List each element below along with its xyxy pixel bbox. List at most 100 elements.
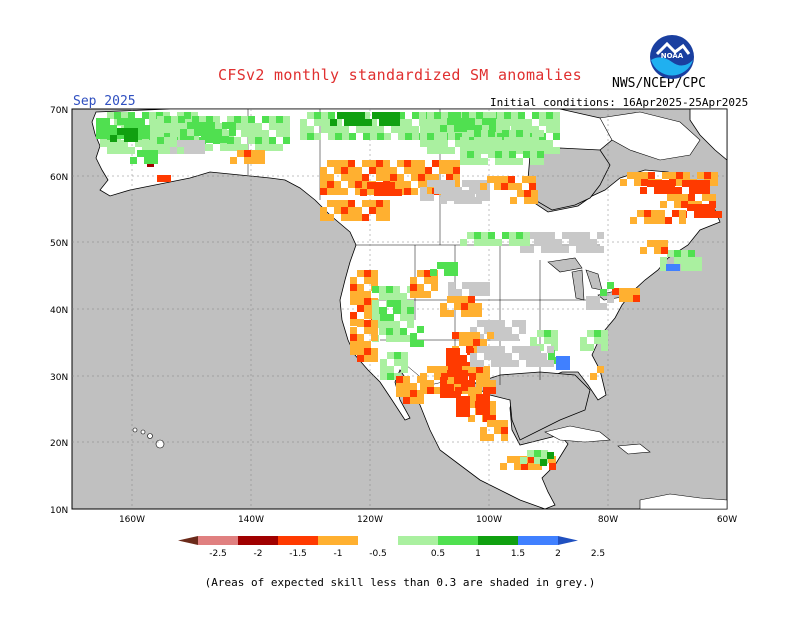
anomaly-cell xyxy=(170,140,177,147)
anomaly-cell xyxy=(551,344,558,351)
anomaly-cell xyxy=(191,147,198,154)
anomaly-cell xyxy=(410,284,417,291)
anomaly-cell xyxy=(467,130,474,137)
anomaly-cell xyxy=(654,180,661,187)
anomaly-cell xyxy=(441,180,448,187)
anomaly-cell xyxy=(437,262,444,269)
anomaly-cell xyxy=(341,174,348,181)
anomaly-cell xyxy=(441,112,448,119)
anomaly-cell xyxy=(157,175,164,182)
anomaly-cell xyxy=(398,119,405,126)
anomaly-cell xyxy=(180,136,187,143)
anomaly-cell xyxy=(348,181,355,188)
anomaly-cell xyxy=(357,284,364,291)
anomaly-cell xyxy=(397,174,404,181)
anomaly-cell xyxy=(425,174,432,181)
anomaly-cell xyxy=(701,211,708,218)
anomaly-cell xyxy=(583,239,590,246)
anomaly-cell xyxy=(362,174,369,181)
anomaly-cell xyxy=(612,288,619,295)
anomaly-cell xyxy=(674,201,681,208)
anomaly-cell xyxy=(434,387,441,394)
anomaly-cell xyxy=(466,332,473,339)
anomaly-cell xyxy=(468,401,475,408)
anomaly-cell xyxy=(491,320,498,327)
lon-label: 60W xyxy=(717,515,737,525)
anomaly-cell xyxy=(494,427,501,434)
anomaly-cell xyxy=(194,122,201,129)
anomaly-cell xyxy=(103,125,110,132)
anomaly-cell xyxy=(355,188,362,195)
anomaly-cell xyxy=(380,307,387,314)
anomaly-cell xyxy=(468,380,475,387)
anomaly-cell xyxy=(583,246,590,253)
anomaly-cell xyxy=(537,344,544,351)
anomaly-cell xyxy=(521,463,528,470)
anomaly-cell xyxy=(512,334,519,341)
anomaly-cell xyxy=(594,337,601,344)
anomaly-cell xyxy=(320,181,327,188)
anomaly-cell xyxy=(454,377,461,384)
anomaly-cell xyxy=(434,147,441,154)
anomaly-cell xyxy=(234,123,241,130)
anomaly-cell xyxy=(427,387,434,394)
anomaly-cell xyxy=(689,180,696,187)
anomaly-cell xyxy=(641,172,648,179)
anomaly-cell xyxy=(393,293,400,300)
anomaly-cell xyxy=(364,320,371,327)
anomaly-cell xyxy=(484,346,491,353)
anomaly-cell xyxy=(607,282,614,289)
anomaly-cell xyxy=(369,200,376,207)
anomaly-cell xyxy=(453,160,460,167)
legend-swatch xyxy=(438,536,478,545)
anomaly-cell xyxy=(709,194,716,201)
map-title: CFSv2 monthly standardized SM anomalies xyxy=(218,66,582,84)
anomaly-cell xyxy=(648,172,655,179)
anomaly-cell xyxy=(494,183,501,190)
anomaly-cell xyxy=(546,147,553,154)
legend-max-arrow xyxy=(558,536,578,545)
anomaly-cell xyxy=(504,112,511,119)
anomaly-cell xyxy=(495,239,502,246)
anomaly-cell xyxy=(530,151,537,158)
anomaly-cell xyxy=(520,246,527,253)
anomaly-cell xyxy=(404,181,411,188)
anomaly-cell xyxy=(681,264,688,271)
anomaly-cell xyxy=(320,167,327,174)
anomaly-cell xyxy=(198,140,205,147)
anomaly-cell xyxy=(540,360,547,367)
anomaly-cell xyxy=(201,122,208,129)
anomaly-cell xyxy=(516,130,523,137)
anomaly-cell xyxy=(348,160,355,167)
anomaly-cell xyxy=(549,456,556,463)
anomaly-cell xyxy=(355,207,362,214)
anomaly-cell xyxy=(703,187,710,194)
anomaly-cell xyxy=(532,133,539,140)
anomaly-cell xyxy=(391,126,398,133)
anomaly-cell xyxy=(444,269,451,276)
anomaly-cell xyxy=(469,373,476,380)
anomaly-cell xyxy=(184,112,191,119)
anomaly-cell xyxy=(350,277,357,284)
anomaly-cell xyxy=(634,172,641,179)
anomaly-cell xyxy=(364,305,371,312)
anomaly-cell xyxy=(563,356,570,363)
anomaly-cell xyxy=(626,295,633,302)
anomaly-cell xyxy=(480,427,487,434)
anomaly-cell xyxy=(369,188,376,195)
anomaly-cell xyxy=(590,246,597,253)
anomaly-cell xyxy=(379,119,386,126)
anomaly-cell xyxy=(647,240,654,247)
anomaly-cell xyxy=(103,132,110,139)
lon-label: 160W xyxy=(119,515,145,525)
anomaly-cell xyxy=(488,130,495,137)
anomaly-cell xyxy=(448,180,455,187)
anomaly-cell xyxy=(522,176,529,183)
anomaly-cell xyxy=(387,352,394,359)
anomaly-cell xyxy=(497,126,504,133)
anomaly-cell xyxy=(488,151,495,158)
legend-label: 0.5 xyxy=(431,549,445,559)
anomaly-cell xyxy=(386,328,393,335)
anomaly-cell xyxy=(586,296,593,303)
anomaly-cell xyxy=(546,112,553,119)
